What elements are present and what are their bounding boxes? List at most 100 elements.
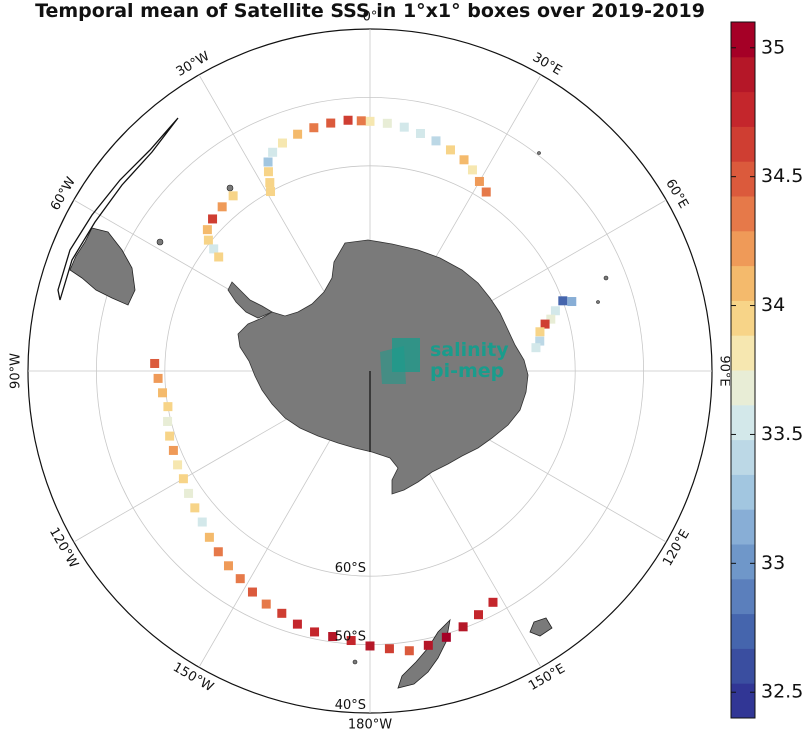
logo-word-salinity: salinity [430, 339, 509, 361]
sss-cell [474, 176, 484, 186]
sss-cell [488, 597, 498, 607]
latitude-label: 60°S [335, 561, 366, 576]
sss-cell [190, 503, 200, 513]
sss-cell [266, 187, 276, 197]
sss-cell [150, 358, 160, 368]
sss-cell [223, 561, 233, 571]
logo-word-pimep: pi-mep [430, 360, 504, 382]
sss-cell [540, 319, 550, 329]
colorbar-tick-label: 33 [761, 552, 785, 574]
colorbar-swatch [731, 335, 755, 371]
colorbar-tick-label: 34.5 [761, 165, 803, 187]
sss-cell [202, 225, 212, 235]
sss-cell [365, 116, 375, 126]
sss-cells [150, 115, 577, 656]
colorbar-swatch [731, 439, 755, 475]
sss-cell [261, 599, 271, 609]
colorbar-swatch [731, 613, 755, 649]
sss-cell [535, 327, 545, 337]
meridian-line [198, 430, 337, 668]
colorbar-swatch [731, 56, 755, 93]
sss-cell [382, 118, 392, 128]
sss-cell [292, 619, 302, 629]
sss-cell [404, 646, 414, 656]
latitude-labels: 60°S 50°S 40°S [335, 561, 366, 713]
sss-cell [459, 155, 469, 165]
sss-cell [365, 641, 375, 651]
longitude-label: 180°W [348, 718, 392, 733]
antarctic-peninsula [227, 281, 273, 319]
sss-cell [531, 343, 541, 353]
sss-cell [423, 640, 433, 650]
sss-cell [415, 128, 425, 138]
sss-cell [158, 388, 168, 398]
island [156, 238, 164, 246]
island [226, 184, 234, 192]
colorbar-scale [730, 21, 756, 719]
colorbar-tick-label: 35 [761, 36, 785, 58]
sss-cell [467, 165, 477, 175]
sss-cell [168, 445, 178, 455]
colorbar-tick-label: 34 [761, 294, 785, 316]
sss-cell [265, 178, 275, 188]
sss-cell [277, 608, 287, 618]
colorbar-swatch [731, 370, 755, 406]
colorbar-swatch [731, 648, 755, 684]
sss-cell [343, 115, 353, 125]
sss-cell [197, 517, 207, 527]
latitude-label: 40°S [335, 698, 366, 713]
sss-cell [546, 314, 556, 324]
south-america [69, 227, 136, 306]
colorbar-swatch [731, 509, 755, 545]
sss-cell [481, 187, 491, 197]
sss-cell [310, 627, 320, 637]
colorbar-swatch [731, 474, 755, 510]
island [352, 659, 358, 665]
colorbar-tick-label: 33.5 [761, 423, 803, 445]
sss-cell [204, 532, 214, 542]
sss-cell [184, 488, 194, 498]
island [603, 275, 609, 281]
sss-cell [173, 460, 183, 470]
coastline-arc [57, 117, 179, 301]
colorbar-swatch [731, 126, 755, 162]
colorbar-swatch [731, 578, 755, 615]
sss-cell [263, 167, 273, 177]
sss-cell [235, 574, 245, 584]
sss-cell [213, 547, 223, 557]
sss-cell [309, 123, 319, 133]
sss-cell [567, 297, 577, 307]
sss-cell [209, 244, 219, 254]
sss-cell [535, 336, 545, 346]
sss-cell [293, 129, 303, 139]
latitude-label: 50°S [335, 630, 366, 645]
sss-cell [399, 122, 409, 132]
sss-cell [474, 610, 484, 620]
sss-cell [356, 116, 366, 126]
colorbar-tick-label: 32.5 [761, 681, 803, 703]
logo-emblem-shadow [380, 346, 406, 384]
sss-cell [214, 252, 224, 262]
sss-cell [550, 306, 560, 316]
sss-cell [263, 157, 273, 167]
sss-cell [228, 191, 238, 201]
sss-cell [326, 118, 336, 128]
sss-cell [277, 138, 287, 148]
sss-cell [458, 622, 468, 632]
colorbar-swatch [731, 161, 755, 197]
sss-cell [441, 632, 451, 642]
sss-cell [268, 147, 278, 157]
sss-cell [384, 644, 394, 654]
longitude-label: 90°E [717, 355, 731, 386]
colorbar-swatch [731, 22, 755, 58]
colorbar-swatch [731, 230, 755, 267]
sss-cell [247, 587, 257, 597]
island [537, 151, 541, 155]
sss-cell [163, 416, 173, 426]
meridian-line [73, 404, 311, 543]
sss-cell [178, 474, 188, 484]
colorbar-swatch [731, 683, 755, 719]
sss-cell [153, 373, 163, 383]
